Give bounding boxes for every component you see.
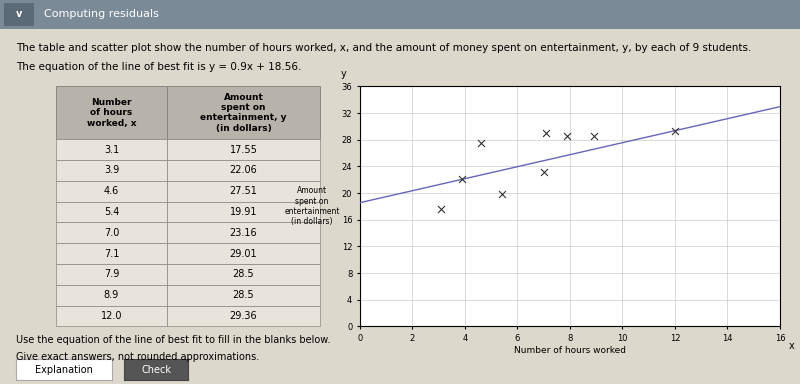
Bar — [56, 306, 167, 326]
Point — [435, 206, 448, 212]
Text: Explanation: Explanation — [35, 364, 93, 375]
Bar — [56, 86, 167, 139]
Text: y: y — [340, 69, 346, 79]
Bar — [56, 222, 167, 243]
Text: The equation of the line of best fit is y = 0.9x + 18.56.: The equation of the line of best fit is … — [16, 62, 302, 72]
Text: 4.6: 4.6 — [104, 186, 119, 196]
Bar — [56, 139, 167, 160]
Bar — [167, 306, 320, 326]
Text: Amount
spent on
entertainment
(in dollars): Amount spent on entertainment (in dollar… — [284, 186, 340, 227]
Text: Computing residuals: Computing residuals — [44, 9, 159, 20]
Point — [587, 133, 600, 139]
Bar — [167, 222, 320, 243]
Text: 12.0: 12.0 — [101, 311, 122, 321]
Point — [456, 176, 469, 182]
Text: 23.16: 23.16 — [230, 228, 258, 238]
Text: 3.1: 3.1 — [104, 145, 119, 155]
Bar — [56, 264, 167, 285]
X-axis label: Number of hours worked: Number of hours worked — [514, 346, 626, 355]
Text: 7.1: 7.1 — [104, 248, 119, 258]
Point — [669, 127, 682, 134]
Bar — [56, 202, 167, 222]
Bar — [167, 86, 320, 139]
Text: 29.01: 29.01 — [230, 248, 258, 258]
Point — [474, 140, 487, 146]
Text: 27.51: 27.51 — [230, 186, 258, 196]
Text: 28.5: 28.5 — [233, 290, 254, 300]
Text: 5.4: 5.4 — [104, 207, 119, 217]
Bar — [167, 285, 320, 306]
Text: 28.5: 28.5 — [233, 270, 254, 280]
Point — [495, 190, 508, 197]
Text: Amount
spent on
entertainment, y
(in dollars): Amount spent on entertainment, y (in dol… — [200, 93, 286, 133]
Text: 17.55: 17.55 — [230, 145, 258, 155]
Bar — [56, 160, 167, 181]
Point — [538, 169, 550, 175]
Bar — [167, 243, 320, 264]
Text: 19.91: 19.91 — [230, 207, 257, 217]
Text: 8.9: 8.9 — [104, 290, 119, 300]
Bar — [56, 181, 167, 202]
Bar — [167, 139, 320, 160]
Bar — [167, 160, 320, 181]
Text: Use the equation of the line of best fit to fill in the blanks below.: Use the equation of the line of best fit… — [16, 335, 330, 345]
Text: x: x — [788, 341, 794, 351]
Text: 7.0: 7.0 — [104, 228, 119, 238]
Text: Check: Check — [141, 364, 171, 375]
Text: The table and scatter plot show the number of hours worked, x, and the amount of: The table and scatter plot show the numb… — [16, 43, 751, 53]
Point — [540, 130, 553, 136]
Text: 22.06: 22.06 — [230, 166, 258, 175]
Text: 29.36: 29.36 — [230, 311, 258, 321]
Point — [561, 133, 574, 139]
Bar — [167, 202, 320, 222]
Bar — [167, 264, 320, 285]
Text: 3.9: 3.9 — [104, 166, 119, 175]
Bar — [56, 285, 167, 306]
Text: v: v — [16, 9, 22, 20]
Bar — [167, 181, 320, 202]
Bar — [56, 243, 167, 264]
Text: Give exact answers, not rounded approximations.: Give exact answers, not rounded approxim… — [16, 352, 259, 362]
Text: Number
of hours
worked, x: Number of hours worked, x — [86, 98, 136, 128]
Text: 7.9: 7.9 — [104, 270, 119, 280]
